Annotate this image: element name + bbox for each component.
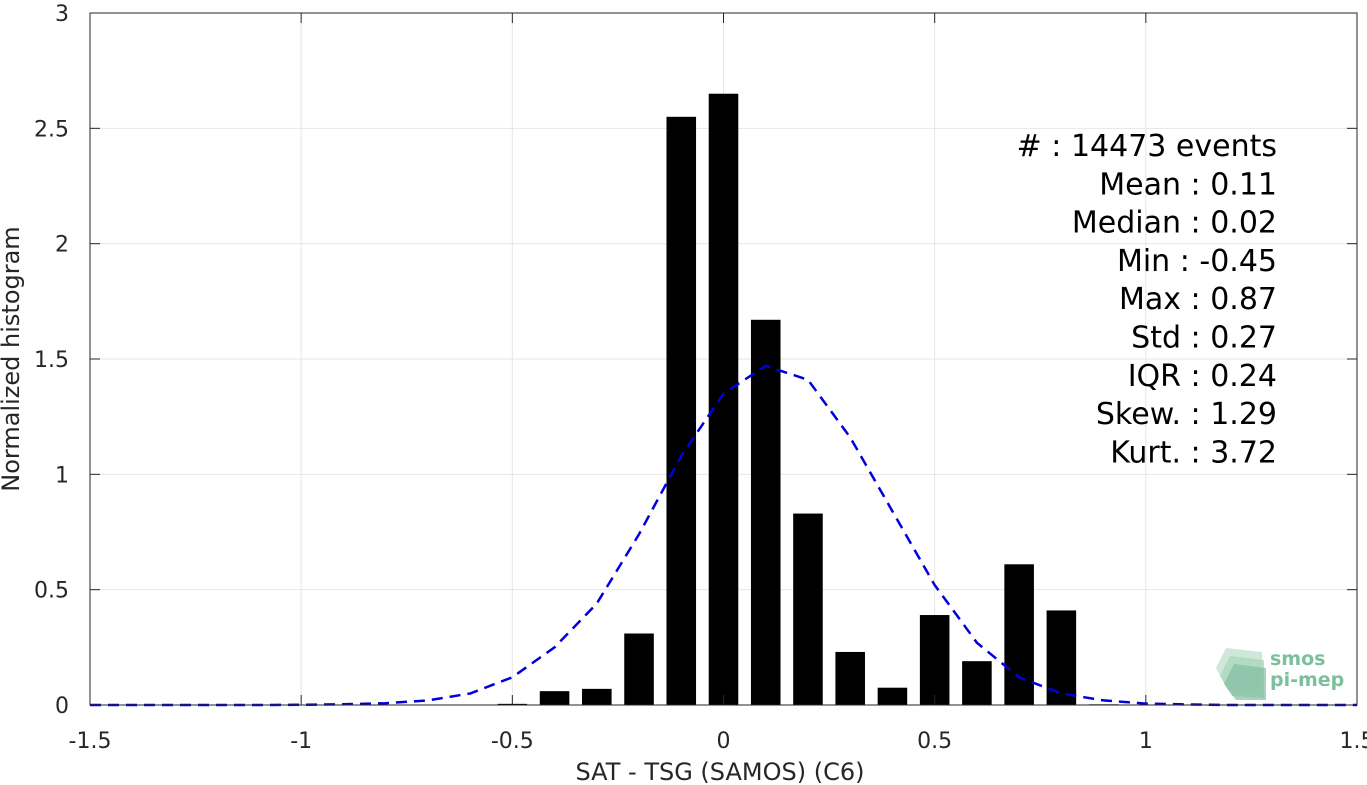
stat-line: Kurt. : 3.72 [1110, 435, 1277, 470]
histogram-bar [1004, 564, 1034, 705]
x-tick-label: 1 [1139, 729, 1153, 754]
y-tick-label: 2.5 [34, 117, 69, 142]
histogram-bar [582, 688, 612, 705]
x-tick-label: -1.5 [69, 729, 112, 754]
histogram-bar [877, 687, 908, 705]
stat-line: # : 14473 events [1017, 129, 1277, 164]
x-tick-label: 0.5 [917, 729, 952, 754]
y-tick-label: 0.5 [34, 579, 69, 604]
stat-line: Median : 0.02 [1072, 206, 1277, 241]
stat-line: Max : 0.87 [1119, 282, 1277, 317]
histogram-bars [497, 93, 1119, 706]
x-tick-label: -0.5 [491, 729, 534, 754]
histogram-bar [708, 93, 739, 705]
x-tick-label: 1.5 [1340, 729, 1367, 754]
stat-line: Min : -0.45 [1117, 244, 1277, 279]
y-tick-label: 1 [55, 463, 69, 488]
smos-pimep-logo: smos pi-mep [1216, 648, 1344, 700]
x-ticks: -1.5 -1 -0.5 0 0.5 1 1.5 [69, 13, 1367, 754]
histogram-bar [962, 661, 992, 705]
histogram-bar [539, 691, 570, 705]
logo-text-line2: pi-mep [1270, 669, 1344, 691]
stat-line: Skew. : 1.29 [1096, 397, 1277, 432]
x-axis-label: SAT - TSG (SAMOS) (C6) [576, 758, 865, 785]
histogram-bar [666, 116, 697, 706]
histogram-bar [793, 513, 823, 705]
x-tick-label: -1 [290, 729, 312, 754]
y-tick-label: 2 [55, 233, 69, 258]
histogram-bar [624, 633, 654, 705]
histogram-bar [835, 651, 865, 705]
y-tick-label: 3 [55, 2, 69, 27]
histogram-bar [750, 319, 781, 705]
stat-line: Std : 0.27 [1131, 321, 1277, 356]
y-ticks: 0 0.5 1 1.5 2 2.5 3 [34, 2, 1357, 719]
stat-line: IQR : 0.24 [1128, 359, 1277, 394]
y-tick-label: 1.5 [34, 348, 69, 373]
logo-icon [1216, 648, 1266, 700]
y-tick-label: 0 [55, 694, 69, 719]
logo-text-line1: smos [1270, 648, 1325, 670]
y-axis-label: Normalized histogram [0, 226, 25, 491]
histogram-bar [919, 615, 950, 705]
x-tick-label: 0 [717, 729, 731, 754]
stat-line: Mean : 0.11 [1099, 167, 1277, 202]
